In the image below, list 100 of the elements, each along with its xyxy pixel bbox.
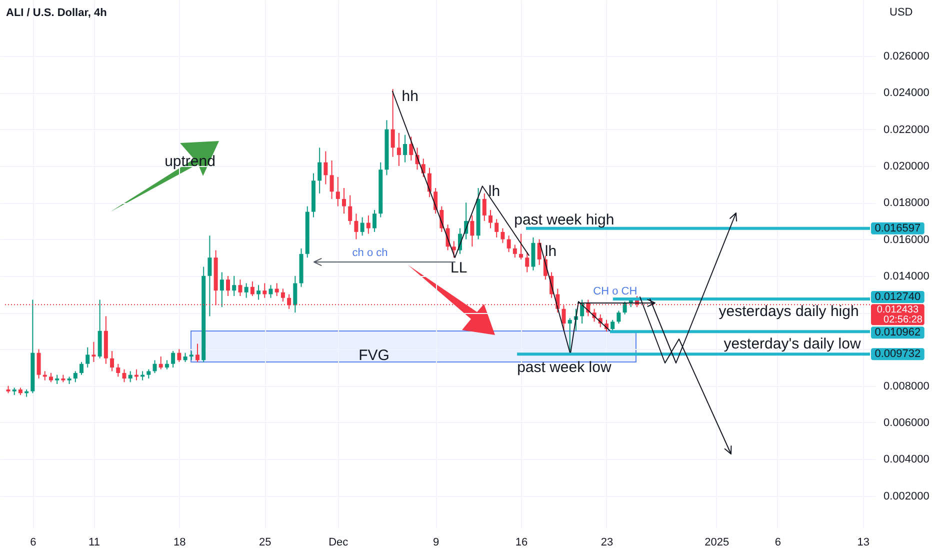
candlestick bbox=[452, 240, 456, 258]
y-tick-label: 0.004000 bbox=[884, 454, 930, 466]
annotation: CH o CH bbox=[593, 286, 638, 298]
candlestick bbox=[164, 360, 169, 370]
text: ALI / U.S. Dollar, 4h bbox=[6, 7, 108, 19]
annotation: ch o ch bbox=[352, 247, 388, 259]
y-tick-label: 0.020000 bbox=[884, 160, 930, 172]
candlestick bbox=[226, 275, 230, 297]
candlestick bbox=[122, 368, 126, 383]
candlestick bbox=[256, 284, 261, 300]
annotation: yesterday's daily low bbox=[724, 336, 861, 353]
candlestick bbox=[324, 150, 328, 185]
candlestick bbox=[171, 350, 176, 368]
candlestick bbox=[537, 238, 542, 266]
y-tick-label: 0.024000 bbox=[884, 87, 930, 100]
x-tick-label: 25 bbox=[259, 536, 272, 548]
y-tick-label: 0.002000 bbox=[884, 490, 930, 502]
candlestick bbox=[189, 350, 194, 361]
candlestick bbox=[86, 346, 90, 368]
candlestick bbox=[409, 136, 414, 161]
candlestick bbox=[146, 368, 151, 380]
candlestick bbox=[354, 213, 358, 240]
candlestick bbox=[482, 192, 486, 222]
annotation: hh bbox=[402, 88, 418, 105]
candlestick bbox=[293, 275, 298, 314]
candlestick bbox=[110, 350, 114, 372]
x-tick-label: 6 bbox=[774, 536, 781, 548]
candlestick bbox=[390, 88, 395, 158]
annotation: past week high bbox=[514, 211, 614, 228]
y-tick-label: 0.026000 bbox=[884, 50, 930, 63]
candlestick bbox=[610, 319, 615, 332]
y-axis-title: USD bbox=[890, 6, 913, 18]
ref-line-label: 0.010962 bbox=[874, 326, 921, 339]
candlestick bbox=[36, 348, 41, 380]
candlestick bbox=[318, 147, 322, 194]
candlestick bbox=[232, 275, 236, 297]
annotation: LL bbox=[450, 260, 468, 277]
candlestick bbox=[616, 310, 621, 324]
candlestick bbox=[494, 218, 499, 238]
candlestick bbox=[531, 236, 536, 271]
candlestick bbox=[342, 187, 346, 214]
candlestick bbox=[396, 132, 401, 166]
candlestick bbox=[55, 374, 60, 384]
candlestick bbox=[262, 282, 267, 298]
candlestick bbox=[274, 282, 279, 297]
candlestick bbox=[348, 194, 352, 226]
x-tick-label: 23 bbox=[600, 536, 614, 548]
annotation: lh bbox=[544, 242, 557, 260]
candlestick bbox=[512, 244, 517, 258]
candlestick bbox=[268, 284, 273, 298]
candlestick bbox=[506, 235, 511, 253]
annotation: lh bbox=[488, 183, 500, 200]
x-tick-label: 16 bbox=[515, 536, 528, 548]
x-tick-label: 13 bbox=[857, 536, 870, 548]
candlestick bbox=[177, 348, 182, 363]
candlestick bbox=[622, 301, 627, 315]
y-tick-label: 0.014000 bbox=[884, 270, 930, 282]
candlestick bbox=[525, 252, 530, 273]
x-tick-label: 2025 bbox=[704, 536, 730, 548]
y-tick-label: 0.008000 bbox=[884, 380, 930, 392]
candlestick bbox=[330, 160, 334, 200]
candlestick bbox=[336, 176, 340, 207]
annotation: FVG bbox=[358, 347, 390, 364]
candlestick bbox=[48, 372, 53, 383]
ref-line-label: 0.009732 bbox=[874, 348, 921, 360]
candlestick bbox=[488, 209, 493, 229]
candlestick bbox=[244, 282, 248, 298]
candlestick bbox=[519, 233, 524, 260]
x-tick-label: 18 bbox=[174, 536, 186, 548]
candlestick bbox=[500, 228, 505, 244]
y-tick-label: 0.022000 bbox=[884, 124, 930, 136]
annotation: yesterdays daily high bbox=[718, 302, 859, 320]
text: 02:56:28 bbox=[884, 314, 923, 326]
candlestick bbox=[73, 370, 78, 383]
candlestick bbox=[80, 362, 84, 376]
ref-line-label: 0.016597 bbox=[874, 222, 921, 234]
candlestick bbox=[183, 352, 188, 363]
candlestick bbox=[220, 272, 224, 308]
y-tick-label: 0.016000 bbox=[884, 234, 930, 246]
ref-line-label: 0.012433 bbox=[876, 304, 919, 316]
candlestick bbox=[152, 360, 157, 374]
candlestick bbox=[128, 370, 132, 383]
annotation: past week low bbox=[517, 359, 612, 376]
candlestick bbox=[280, 288, 285, 302]
candlestick bbox=[366, 214, 370, 234]
candlestick bbox=[195, 343, 200, 363]
candlestick bbox=[208, 235, 212, 317]
x-tick-label: 11 bbox=[88, 536, 100, 548]
x-tick-label: 6 bbox=[30, 536, 36, 548]
y-tick-label: 0.018000 bbox=[884, 197, 930, 210]
y-tick-label: 0.006000 bbox=[884, 416, 930, 429]
x-tick-label: 9 bbox=[433, 536, 440, 548]
x-tick-label: Dec bbox=[328, 536, 349, 548]
candlestick bbox=[92, 341, 96, 363]
candlestick bbox=[250, 280, 254, 297]
candlestick bbox=[158, 356, 163, 370]
candlestick bbox=[470, 214, 474, 248]
candlestick bbox=[360, 216, 364, 236]
candlestick bbox=[372, 209, 377, 232]
ref-line-label: 0.012740 bbox=[874, 290, 921, 303]
